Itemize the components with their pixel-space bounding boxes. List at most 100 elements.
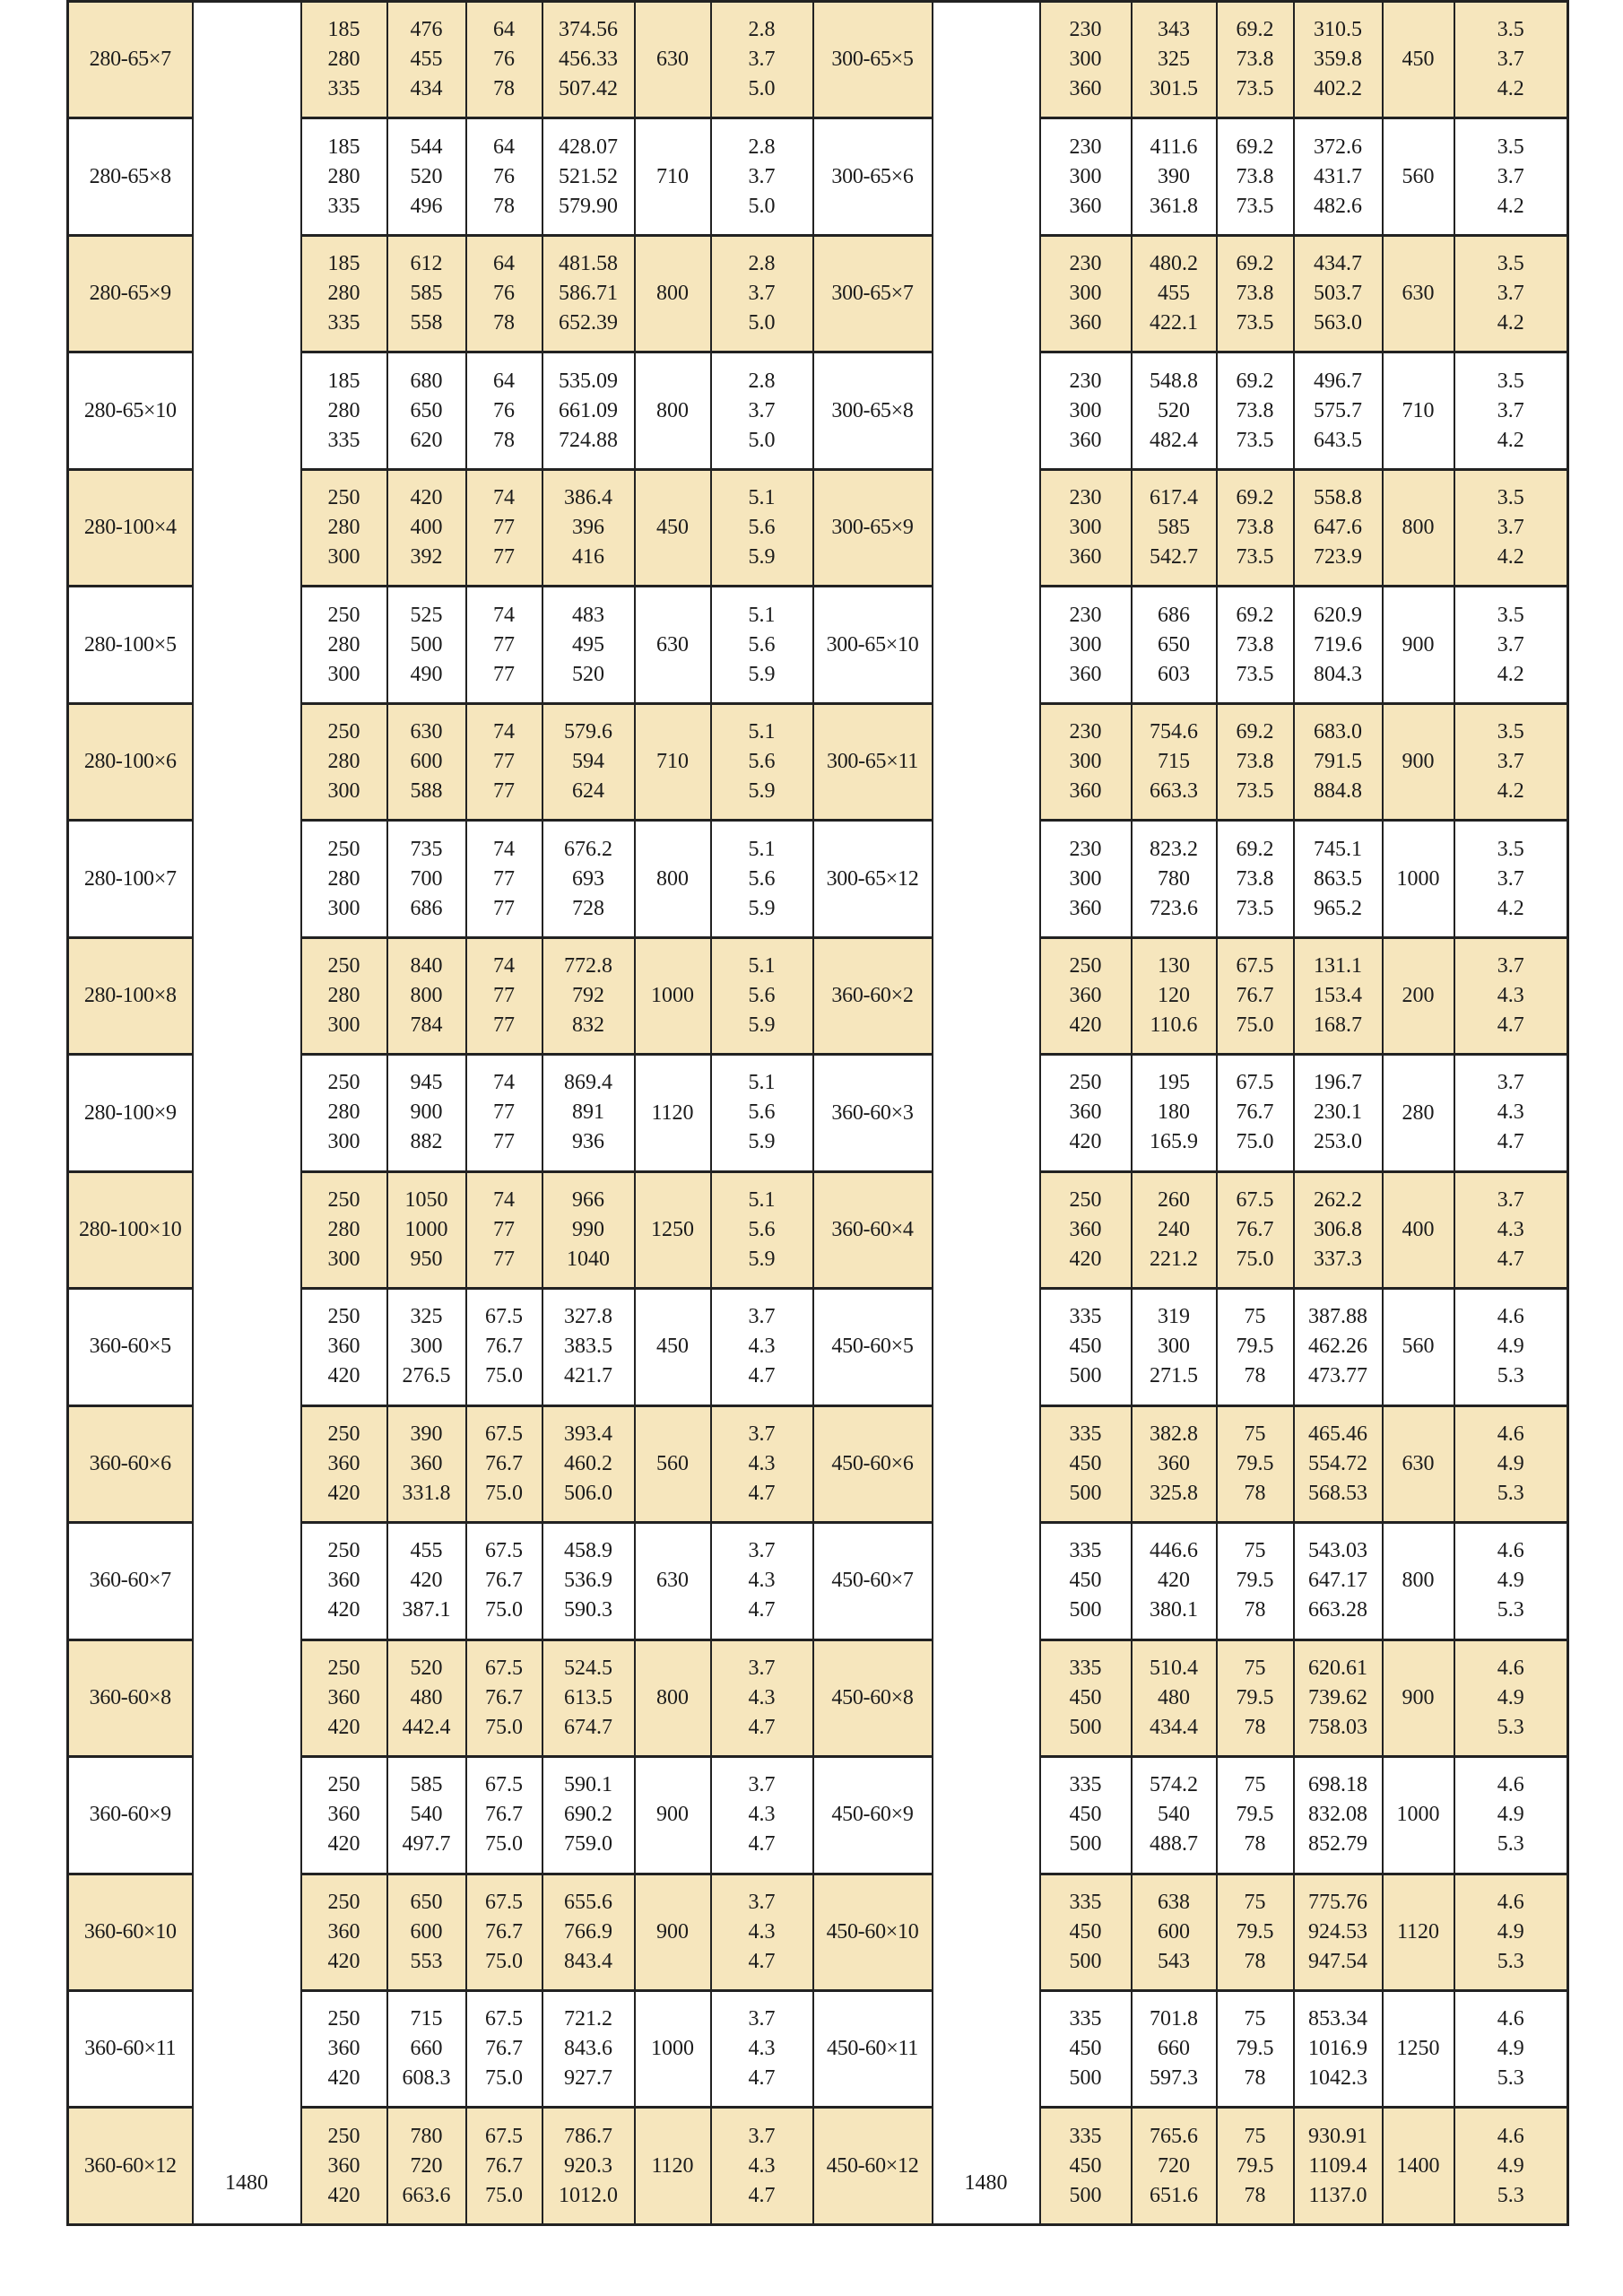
value-line: 5.1 [748,953,776,978]
value-line: 300 [327,1013,360,1037]
pump-model-cell: 360-60×5 [66,1287,194,1407]
value-line: 77 [493,1247,515,1271]
value-line: 520 [1158,398,1190,422]
pump-model-cell: 360-60×9 [66,1755,194,1875]
flow-values-cell: 335 450 500 [1038,1755,1133,1875]
flow-values-cell: 250 280 300 [299,467,388,588]
speed-cell: 1480 [931,0,1041,2226]
efficiency-values-cell: 67.5 76.7 75.0 [464,1755,543,1875]
pump-model-cell: 450-60×6 [812,1404,933,1525]
flow-values-cell: 335 450 500 [1038,1287,1133,1407]
value-line: 75.0 [485,1481,523,1505]
value-line: 411.6 [1150,135,1198,159]
npsh-values-cell: 2.8 3.7 5.0 [709,0,814,120]
value-line: 360 [1069,779,1102,804]
pump-model-cell: 300-65×6 [812,117,933,237]
value-line: 402.2 [1314,77,1362,101]
value-line: 5.0 [748,311,776,335]
value-line: 76.7 [485,2153,523,2178]
value-line: 693 [572,866,604,891]
value-line: 360 [327,1685,360,1709]
value-line: 78 [1244,1364,1266,1388]
value-line: 335 [1069,1656,1102,1680]
shaft-power-values-cell: 721.2 843.6 927.7 [541,1988,636,2109]
value-line: 76.7 [485,1451,523,1475]
value-line: 5.3 [1497,1715,1524,1739]
value-line: 77 [493,1130,515,1154]
value-line: 420 [410,486,443,510]
value-line: 496 [410,194,443,218]
value-line: 715 [1158,750,1190,774]
motor-power-cell: 800 [1381,1521,1455,1641]
value-line: 575.7 [1314,398,1362,422]
npsh-values-cell: 3.7 4.3 4.7 [709,1404,814,1525]
motor-power-cell: 1000 [1381,819,1455,939]
value-line: 600 [1158,1919,1190,1944]
value-line: 75.0 [485,1832,523,1857]
value-line: 77 [493,516,515,540]
head-values-cell: 612 585 558 [386,233,467,354]
value-line: 420 [327,1481,360,1505]
npsh-values-cell: 5.1 5.6 5.9 [709,585,814,705]
flow-values-cell: 335 450 500 [1038,1521,1133,1641]
motor-power-cell: 400 [1381,1170,1455,1291]
value-line: 553 [410,1949,443,1973]
head-values-cell: 638 600 543 [1130,1872,1218,1992]
value-line: 360 [1069,1217,1102,1241]
value-line: 590.1 [564,1773,612,1797]
value-line: 380.1 [1150,1598,1198,1622]
value-line: 131.1 [1314,953,1362,978]
shaft-power-values-cell: 966 990 1040 [541,1170,636,1291]
value-line: 78 [1244,1949,1266,1973]
value-line: 64 [493,18,515,42]
head-values-cell: 650 600 553 [386,1872,467,1992]
value-line: 360 [327,1335,360,1359]
value-line: 73.8 [1236,866,1274,891]
npsh-values-cell: 4.6 4.9 5.3 [1453,1755,1569,1875]
pump-model-cell: 280-65×10 [66,351,194,471]
value-line: 5.9 [748,545,776,570]
head-values-cell: 525 500 490 [386,585,467,705]
shaft-power-values-cell: 676.2 693 728 [541,819,636,939]
value-line: 924.53 [1308,1919,1367,1944]
flow-values-cell: 250 280 300 [299,585,388,705]
motor-power-cell: 710 [633,701,712,822]
flow-values-cell: 335 450 500 [1038,1638,1133,1759]
value-line: 360 [1069,1100,1102,1125]
value-line: 630 [410,720,443,744]
efficiency-values-cell: 74 77 77 [464,819,543,939]
head-values-cell: 325 300 276.5 [386,1287,467,1407]
flow-values-cell: 250 360 420 [299,2106,388,2226]
value-line: 540 [410,1803,443,1827]
pump-model-cell: 360-60×8 [66,1638,194,1759]
flow-values-cell: 250 360 420 [1038,935,1133,1057]
head-values-cell: 945 900 882 [386,1053,467,1173]
value-line: 335 [1069,1305,1102,1329]
pump-model-cell: 280-65×9 [66,233,194,354]
value-line: 74 [493,1071,515,1095]
value-line: 300 [1069,632,1102,657]
value-line: 69.2 [1236,837,1274,861]
value-line: 585 [410,282,443,306]
value-line: 69.2 [1236,486,1274,510]
value-line: 450 [1069,1335,1102,1359]
value-line: 5.1 [748,603,776,627]
value-line: 784 [410,1013,443,1037]
shaft-power-values-cell: 458.9 536.9 590.3 [541,1521,636,1641]
value-line: 130 [1158,953,1190,978]
flow-values-cell: 335 450 500 [1038,1872,1133,1992]
pump-model-cell: 360-60×12 [66,2106,194,2226]
shaft-power-values-cell: 620.61 739.62 758.03 [1292,1638,1384,1759]
value-line: 4.9 [1497,1803,1524,1827]
value-line: 966 [572,1187,604,1212]
value-line: 300 [327,545,360,570]
value-line: 520 [410,164,443,188]
value-line: 300 [327,896,360,920]
shaft-power-values-cell: 786.7 920.3 1012.0 [541,2106,636,2226]
pump-model-cell: 360-60×3 [812,1053,933,1173]
value-line: 359.8 [1314,48,1362,72]
value-line: 3.5 [1497,603,1524,627]
value-line: 74 [493,1187,515,1212]
value-line: 360 [1069,662,1102,686]
npsh-values-cell: 4.6 4.9 5.3 [1453,1521,1569,1641]
